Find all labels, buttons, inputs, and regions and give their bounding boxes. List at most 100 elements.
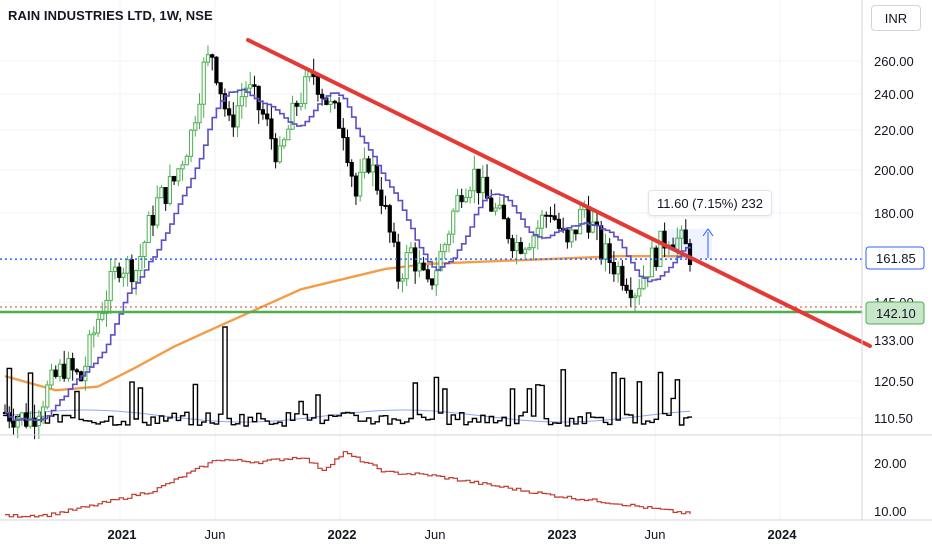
candle-body <box>569 229 574 243</box>
candle-body <box>341 127 346 139</box>
candle-body <box>108 271 113 301</box>
candle-body <box>358 171 363 197</box>
candle-body <box>66 358 71 379</box>
candle-body <box>590 221 595 233</box>
y-axis-tick-label: 240.00 <box>874 87 914 102</box>
candle-body <box>556 218 562 229</box>
candle-body <box>218 82 223 95</box>
moving-average-fast <box>5 88 691 422</box>
candle-body <box>332 100 337 104</box>
candle-body <box>273 138 278 163</box>
slow-ma-line <box>4 255 690 392</box>
candle-body <box>599 225 604 260</box>
candle-body <box>345 137 350 164</box>
candle-body <box>142 241 147 257</box>
candle-body <box>91 332 96 336</box>
candle-body <box>624 284 629 291</box>
candle-body <box>201 61 206 105</box>
candle-body <box>654 247 659 268</box>
candle-body <box>438 251 443 272</box>
candle-body <box>172 176 177 182</box>
x-axis-labels: 2021 Jun 2022 Jun 2023 Jun 2024 <box>108 527 798 542</box>
candle-body <box>425 269 430 280</box>
candle-body <box>451 210 456 235</box>
candle-body <box>15 418 20 428</box>
candle-body <box>658 230 663 268</box>
candle-body <box>586 206 591 233</box>
moving-average-slow <box>4 255 690 392</box>
candle-body <box>11 420 16 428</box>
candle-body <box>176 168 181 182</box>
candle-body <box>374 164 380 191</box>
candle-body <box>408 247 414 254</box>
candle-body <box>404 252 409 280</box>
candle-body <box>539 214 545 229</box>
candle-body <box>514 242 519 252</box>
candle-body <box>298 102 304 107</box>
chart-title: RAIN INDUSTRIES LTD, 1W, NSE <box>8 8 213 23</box>
candle-body <box>49 369 54 386</box>
x-axis-tick-label: 2021 <box>108 527 137 542</box>
candle-body <box>510 238 515 252</box>
candle-body <box>184 155 189 166</box>
candle-body <box>544 214 549 217</box>
horizontal-levels <box>0 258 862 314</box>
candle-body <box>87 334 92 367</box>
candle-body <box>400 278 405 282</box>
y-axis-tick-label: 260.00 <box>874 54 914 69</box>
candle-body <box>620 265 625 286</box>
y-axis-labels: 260.00240.00220.00200.00180.00145.00133.… <box>874 54 914 519</box>
measure-arrow-head <box>702 228 714 237</box>
fast-ma-line <box>5 88 691 422</box>
x-axis-tick-label: 2022 <box>328 527 357 542</box>
candle-body <box>303 76 308 104</box>
candle-body <box>527 247 532 250</box>
candle-body <box>281 139 287 147</box>
candle-body <box>459 195 464 203</box>
candle-body <box>252 84 257 87</box>
support-price-tag: 142.10 <box>876 306 916 321</box>
last-price-tag-box <box>865 246 925 270</box>
y-axis-tick-label: 133.00 <box>874 333 914 348</box>
support-price-tag-box <box>865 301 925 325</box>
candle-body <box>117 266 122 278</box>
candle-body <box>95 318 101 334</box>
candle-body <box>480 176 485 194</box>
candle-body <box>138 255 143 272</box>
candle-body <box>468 190 473 198</box>
x-axis-tick-label: 2024 <box>768 527 798 542</box>
axes <box>0 0 932 521</box>
candle-body <box>353 175 359 197</box>
candle-body <box>501 204 507 220</box>
candle-body <box>57 363 63 377</box>
candle-body <box>328 100 333 105</box>
trendline[interactable] <box>246 38 872 348</box>
candle-body <box>603 243 608 260</box>
candle-body <box>463 196 468 203</box>
currency-button[interactable]: INR <box>871 5 921 31</box>
candle-body <box>679 229 684 239</box>
candle-body <box>121 272 126 278</box>
candle-body <box>649 247 655 278</box>
candle-body <box>159 187 164 199</box>
candle-body <box>472 168 477 192</box>
candle-body <box>210 54 215 58</box>
candle-body <box>484 176 490 199</box>
candle-body <box>362 158 367 173</box>
candle-body <box>531 235 536 249</box>
candle-body <box>260 109 266 115</box>
candle-body <box>336 102 342 129</box>
candle-body <box>315 76 321 95</box>
candle-body <box>133 270 139 283</box>
candle-body <box>429 278 435 286</box>
candle-body <box>446 233 452 246</box>
candle-body <box>455 195 460 212</box>
price-tags: 161.85 142.10 <box>865 246 925 325</box>
candle-body <box>180 164 185 170</box>
candle-body <box>632 295 638 299</box>
candle-body <box>396 241 401 282</box>
candle-body <box>70 358 75 371</box>
candle-body <box>391 231 397 243</box>
candle-body <box>100 313 105 320</box>
